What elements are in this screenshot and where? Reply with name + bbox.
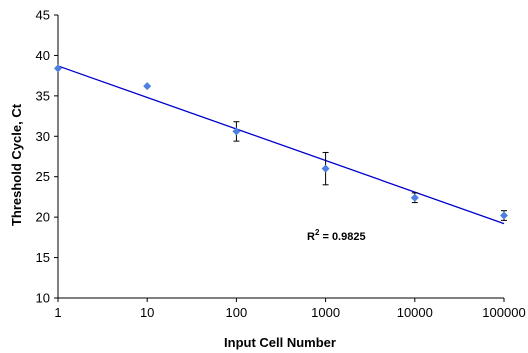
axes [57, 15, 504, 299]
y-tick-label: 35 [36, 88, 50, 103]
x-tick-label: 10 [140, 305, 154, 320]
data-points [54, 64, 508, 220]
y-tick-label: 15 [36, 250, 50, 265]
r-squared-value: = 0.9825 [319, 231, 365, 243]
data-point [410, 193, 419, 202]
x-tick-label: 1 [54, 305, 61, 320]
data-point [232, 127, 241, 136]
x-tick-label: 10000 [397, 305, 433, 320]
data-point [321, 164, 330, 173]
error-bars [233, 121, 507, 221]
ticks: 10 15 20 25 30 35 40 45 1 10 100 1000 10000 100000 [36, 8, 526, 321]
y-tick-label: 45 [36, 8, 50, 23]
y-tick-label: 40 [36, 48, 50, 63]
trendline-layer [57, 65, 505, 225]
x-tick-label: 100 [226, 305, 248, 320]
r-squared-sup: 2 [315, 228, 320, 237]
data-point [54, 64, 62, 73]
y-tick-label: 20 [36, 210, 50, 225]
y-tick-label: 25 [36, 169, 50, 184]
y-tick-label: 30 [36, 129, 50, 144]
y-tick-label: 10 [36, 291, 50, 306]
data-point [143, 82, 152, 91]
trendline [57, 65, 505, 225]
x-axis-title: Input Cell Number [224, 335, 336, 350]
r-squared-annotation: R2 = 0.9825 [307, 228, 366, 243]
x-tick-label: 100000 [482, 305, 525, 320]
x-tick-label: 1000 [311, 305, 340, 320]
r-squared-base: R [307, 231, 315, 243]
data-point [500, 211, 508, 220]
y-axis-title: Threshold Cycle, Ct [9, 103, 24, 226]
